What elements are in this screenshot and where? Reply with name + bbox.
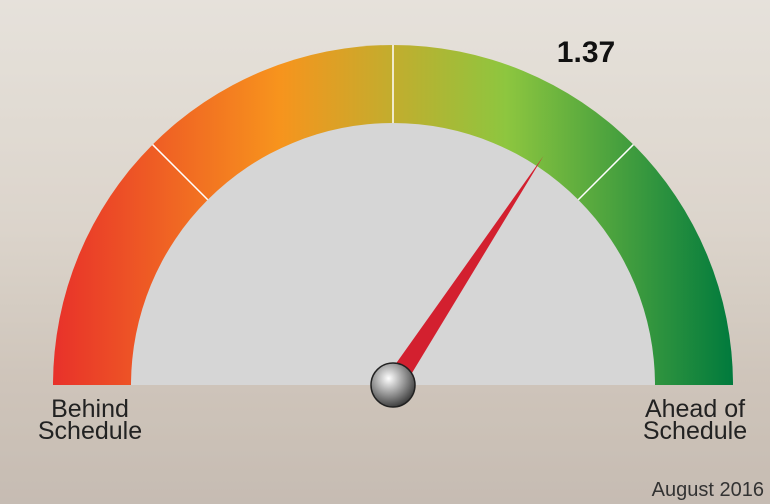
value-label: 1.37 xyxy=(557,36,615,69)
needle-hub xyxy=(371,363,415,407)
right-label: Ahead of Schedule xyxy=(630,398,760,442)
gauge-panel: 1.37 Behind Schedule Ahead of Schedule A… xyxy=(0,0,770,504)
left-label: Behind Schedule xyxy=(20,398,160,442)
date-label: August 2016 xyxy=(652,479,764,502)
